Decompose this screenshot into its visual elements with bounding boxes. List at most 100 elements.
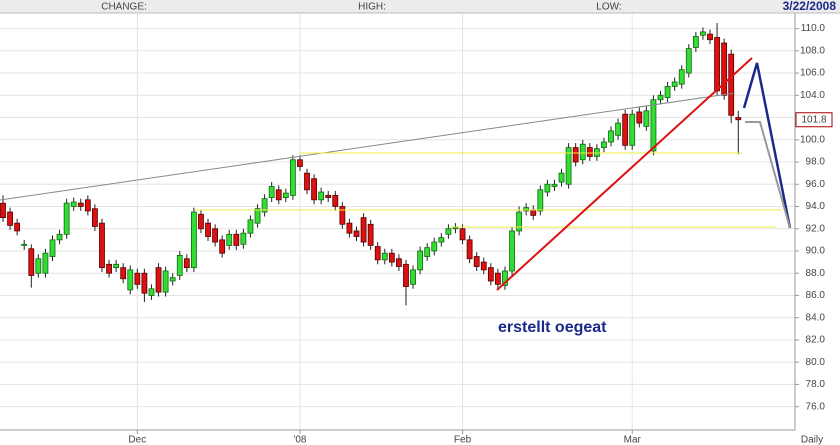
- candle-body: [466, 239, 473, 260]
- candle-body: [247, 219, 254, 234]
- candle-body: [650, 99, 657, 152]
- x-tick-label: '08: [293, 435, 306, 445]
- y-tick-label: 80.0: [806, 357, 826, 368]
- trend-line: [0, 92, 736, 201]
- candle-body: [459, 228, 466, 241]
- y-tick-label: 92.0: [806, 223, 826, 234]
- candle-body: [240, 232, 247, 245]
- annotation: erstellt oegeat: [498, 319, 607, 336]
- candle-body: [572, 147, 579, 163]
- candle-body: [311, 178, 317, 201]
- candle-body: [551, 183, 558, 187]
- candle-body: [516, 211, 523, 232]
- candle-body: [537, 189, 544, 212]
- candle-body: [7, 211, 13, 226]
- candle-body: [643, 110, 650, 127]
- candle-body: [678, 69, 685, 85]
- candle-body: [417, 250, 424, 271]
- candles: [0, 23, 742, 306]
- candle-body: [233, 233, 240, 246]
- y-tick-label: 76.0: [806, 401, 826, 412]
- candle-body: [21, 243, 28, 246]
- candle-body: [325, 194, 332, 198]
- y-tick-label: 88.0: [806, 268, 826, 279]
- y-tick-label: 108.0: [800, 45, 825, 56]
- candle-body: [282, 192, 289, 198]
- candle-body: [381, 252, 388, 261]
- candle-body: [127, 269, 134, 291]
- arrow: [742, 62, 792, 229]
- candle-body: [608, 130, 614, 143]
- high-label: HIGH:: [358, 2, 386, 13]
- x-tick-label: Dec: [128, 435, 146, 445]
- candle-body: [403, 263, 409, 287]
- candle-body: [148, 288, 155, 296]
- candle-body: [14, 222, 21, 232]
- candle-body: [106, 263, 112, 274]
- candle-body: [523, 207, 530, 212]
- candle-body: [388, 252, 395, 263]
- candle-body: [657, 94, 664, 101]
- last-price-box: [795, 112, 833, 128]
- candle-body: [297, 159, 303, 167]
- low-label: LOW:: [596, 2, 621, 13]
- candle-body: [601, 141, 607, 148]
- y-tick-label: 110.0: [801, 23, 826, 34]
- candle-body: [113, 263, 120, 269]
- y-tick-label: 98.0: [806, 157, 826, 168]
- candle-body: [261, 198, 268, 213]
- candle-body: [134, 272, 141, 285]
- candle-body: [205, 222, 211, 237]
- candle-body: [707, 33, 713, 41]
- y-tick-label: 96.0: [806, 179, 826, 190]
- last-price-label: 101.8: [801, 114, 826, 125]
- candle-body: [735, 117, 742, 121]
- candle-body: [289, 159, 296, 196]
- y-tick-label: 104.0: [800, 90, 825, 101]
- candle-body: [714, 37, 720, 92]
- candle-body: [0, 202, 6, 219]
- drawings: [0, 57, 792, 291]
- candle-body: [92, 208, 98, 227]
- candle-body: [176, 255, 183, 276]
- candle-body: [275, 189, 282, 201]
- candle-body: [162, 270, 169, 293]
- candle-body: [544, 183, 551, 193]
- candle-body: [452, 227, 459, 230]
- candle-body: [332, 194, 339, 207]
- y-tick-label: 90.0: [806, 246, 826, 257]
- candle-body: [84, 199, 91, 212]
- candle-body: [219, 239, 226, 254]
- candle-body: [198, 213, 204, 230]
- candle-body: [396, 258, 402, 267]
- candle-body: [318, 191, 325, 201]
- y-tick-label: 94.0: [806, 201, 826, 212]
- candle-body: [183, 258, 190, 269]
- candle-body: [636, 111, 643, 124]
- candle-body: [304, 172, 310, 191]
- y-tick-label: 82.0: [806, 335, 826, 346]
- candle-body: [530, 209, 537, 216]
- candle-body: [120, 267, 127, 280]
- candle-body: [42, 252, 49, 274]
- header-bar: [0, 0, 840, 13]
- candle-body: [728, 53, 735, 116]
- candle-body: [622, 113, 629, 146]
- candle-body: [494, 272, 501, 285]
- candle-body: [367, 223, 374, 246]
- candle-body: [63, 202, 70, 235]
- y-tick-label: 78.0: [806, 379, 826, 390]
- candle-body: [615, 122, 621, 136]
- trend-line: [496, 57, 753, 291]
- candle-body: [565, 147, 572, 185]
- candle-body: [502, 270, 508, 286]
- candle-body: [509, 230, 515, 272]
- candle-body: [346, 222, 353, 234]
- y-tick-label: 86.0: [806, 290, 826, 301]
- candle-body: [28, 248, 35, 276]
- candle-body: [70, 201, 77, 207]
- candle-body: [685, 48, 692, 74]
- candle-body: [721, 42, 728, 96]
- candle-body: [190, 211, 197, 269]
